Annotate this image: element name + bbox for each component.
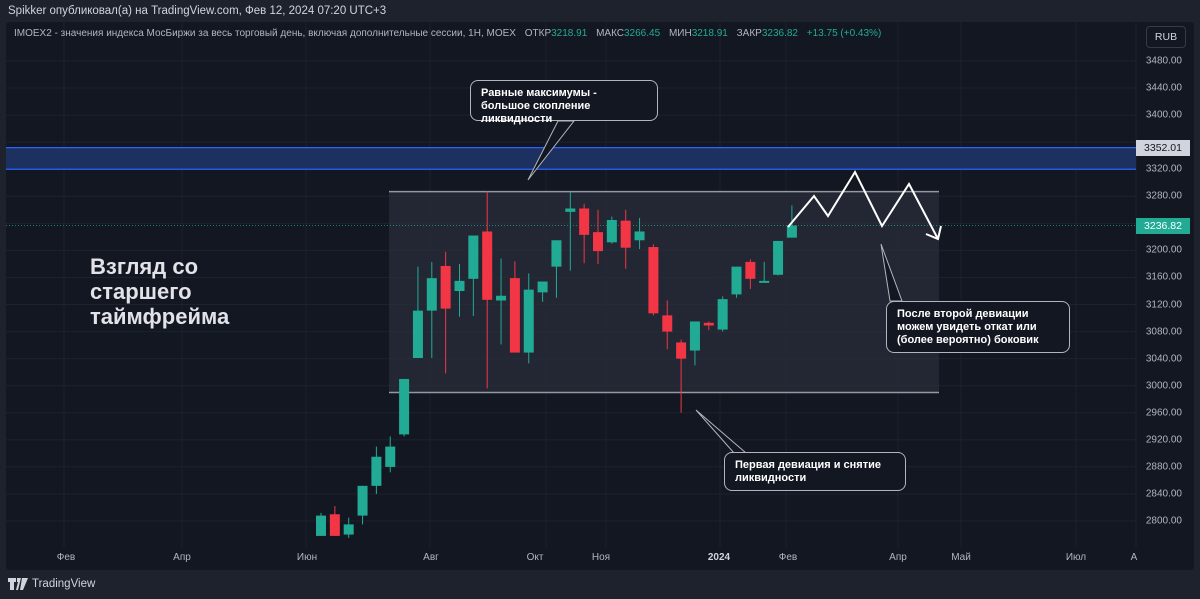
price-tick: 3080.00 (1145, 326, 1182, 338)
price-tick: 3000.00 (1145, 380, 1182, 392)
projection-path (787, 169, 939, 240)
price-tick: 2880.00 (1145, 461, 1182, 473)
time-tick: Июн (296, 552, 318, 563)
high-label: МАКС (596, 28, 624, 39)
high-value: 3266.45 (624, 28, 661, 39)
candle-body (454, 280, 465, 292)
tradingview-logo[interactable]: TradingView (8, 578, 95, 590)
price-tick: 3040.00 (1145, 353, 1182, 365)
candle-body (509, 278, 520, 353)
projection-arrowhead-icon (925, 225, 942, 241)
close-label: ЗАКР (736, 28, 762, 39)
callout-second-deviation[interactable]: После второй девиации можем увидеть отка… (886, 301, 1070, 353)
open-value: 3218.91 (551, 28, 588, 39)
price-axis[interactable]: 3480.00 3440.00 3400.00 3320.00 3280.00 3200.… (1136, 22, 1194, 570)
candle-body (329, 514, 340, 536)
candle-body (496, 295, 507, 301)
currency-button[interactable]: RUB (1146, 26, 1186, 48)
price-tick: 3280.00 (1145, 190, 1182, 202)
time-tick: Фев (778, 552, 798, 563)
candle-body (537, 281, 548, 293)
price-tick: 3160.00 (1145, 271, 1182, 283)
candle-body (703, 322, 714, 326)
candle-body (316, 515, 326, 536)
price-tick: 3120.00 (1145, 299, 1182, 311)
price-tick: 2960.00 (1145, 407, 1182, 419)
chart-pane[interactable]: IMOEX2 - значения индекса МосБиржи за ве… (6, 22, 1194, 570)
time-tick: 2024 (707, 552, 731, 563)
last-price-badge: 3236.82 (1136, 217, 1190, 234)
price-tick: 2920.00 (1145, 434, 1182, 446)
candle-body (731, 266, 742, 295)
price-tick: 3440.00 (1145, 82, 1182, 94)
low-value: 3218.91 (691, 28, 728, 39)
time-tick: Июл (1065, 552, 1087, 563)
symbol-description: IMOEX2 - значения индекса МосБиржи за ве… (14, 28, 516, 39)
callout-tail (695, 409, 748, 454)
tradingview-logo-icon (8, 578, 28, 590)
callout-equal-highs[interactable]: Равные максимумы - большое скопление лик… (470, 80, 658, 125)
price-tick: 2800.00 (1145, 515, 1182, 527)
candle-body (468, 235, 479, 279)
price-tick: 3200.00 (1145, 244, 1182, 256)
price-tick: 3400.00 (1145, 109, 1182, 121)
candle-body (523, 289, 534, 353)
open-label: ОТКР (524, 28, 552, 39)
close-value: 3236.82 (761, 28, 798, 39)
candle-body (343, 524, 354, 535)
time-axis[interactable]: Фев Апр Июн Авг Окт Ноя 2024 Фев Апр Май Июл А (6, 547, 1138, 570)
time-tick: Ноя (591, 552, 611, 563)
candle-body (786, 225, 797, 238)
zone-price-badge: 3352.01 (1136, 139, 1190, 156)
candle-body (676, 342, 687, 359)
time-tick: Апр (173, 552, 191, 563)
candle-body (620, 220, 631, 248)
time-tick: Окт (526, 552, 544, 563)
candle-body (662, 315, 673, 332)
candle-body (634, 231, 645, 241)
callout-first-deviation[interactable]: Первая девиация и снятие ликвидности (724, 452, 906, 491)
time-tick: Авг (423, 552, 439, 563)
time-tick: Апр (889, 552, 907, 563)
candle-body (648, 247, 659, 314)
candle-body (689, 321, 700, 351)
price-tick: 2840.00 (1145, 488, 1182, 500)
symbol-legend: IMOEX2 - значения индекса МосБиржи за ве… (14, 28, 881, 39)
candle-body (717, 299, 728, 330)
time-tick: Май (951, 552, 971, 563)
candle-body (745, 261, 756, 279)
candle-body (579, 208, 590, 235)
candle-body (440, 265, 451, 309)
price-tick: 3320.00 (1145, 163, 1182, 175)
candle-body (593, 232, 603, 252)
low-label: МИН (668, 28, 692, 39)
callout-tail (527, 120, 576, 181)
candle-body (412, 310, 423, 358)
candle-body (426, 278, 437, 311)
published-header: Spikker опубликовал(а) на TradingView.co… (0, 0, 1200, 22)
candle-body (399, 378, 410, 435)
change-value: +13.75 (+0.43%) (806, 28, 882, 39)
candle-body (385, 446, 396, 467)
candle-body (551, 240, 562, 267)
range-box (389, 191, 939, 393)
candle-body (773, 240, 784, 275)
brand-name: TradingView (32, 578, 96, 590)
candle-body (759, 280, 770, 283)
price-tick: 3480.00 (1145, 55, 1182, 67)
candle-body (565, 208, 576, 212)
candle-body (606, 219, 617, 243)
candle-body (357, 485, 368, 516)
resistance-zone (6, 147, 1136, 170)
timeframe-caption: Взгляд со старшего таймфрейма (90, 254, 230, 329)
candle-body (482, 231, 493, 300)
candle-body (371, 456, 382, 486)
time-tick: А (1130, 552, 1138, 563)
time-tick: Фев (56, 552, 76, 563)
chart-canvas[interactable] (6, 22, 1194, 570)
